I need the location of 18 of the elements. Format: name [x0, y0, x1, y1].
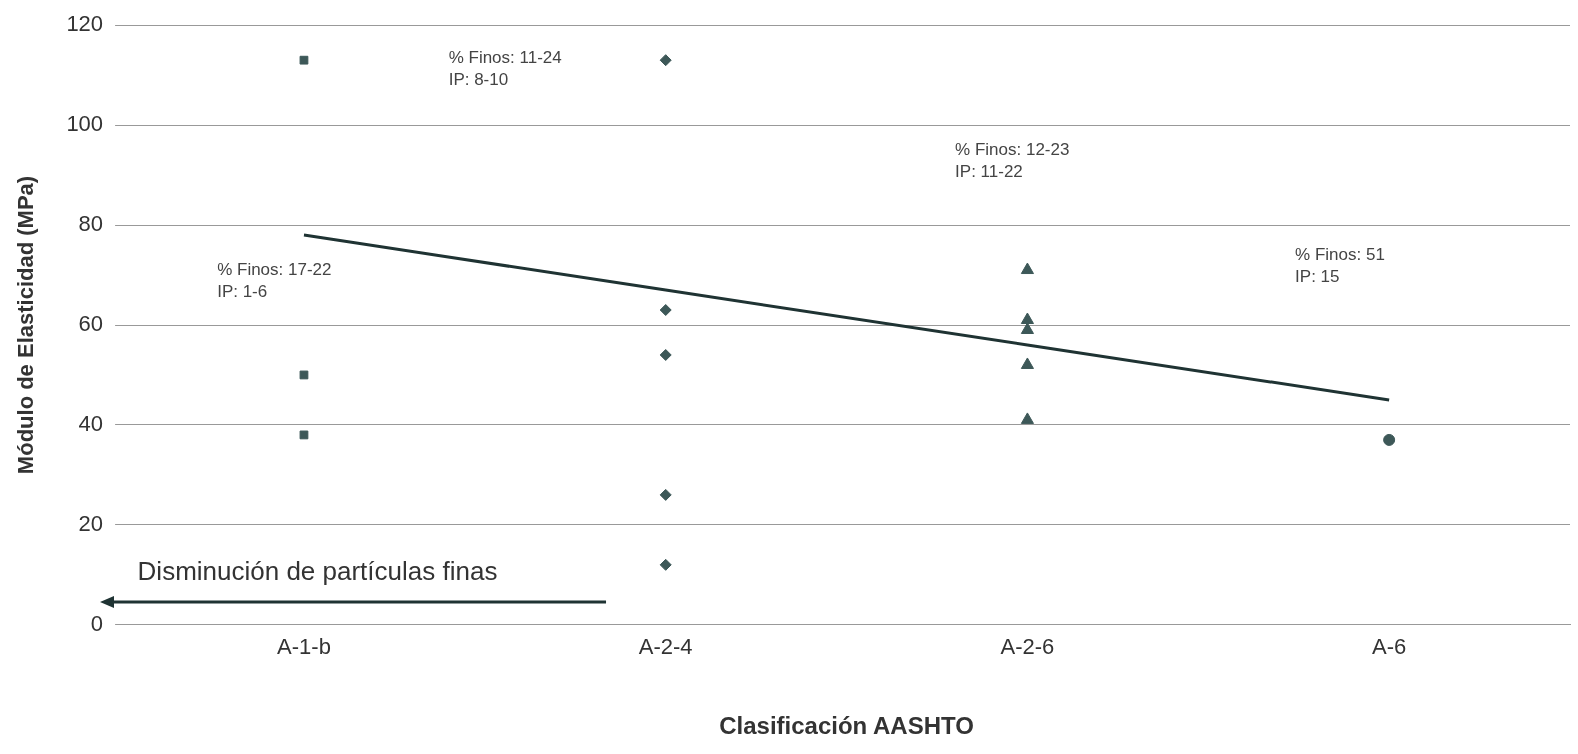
y-axis-title: Módulo de Elasticidad (MPa): [13, 175, 39, 475]
annotation: % Finos: 12-23 IP: 11-22: [955, 140, 1070, 182]
annotation: % Finos: 17-22 IP: 1-6: [217, 260, 332, 302]
x-tick-label: A-1-b: [277, 634, 331, 660]
x-axis-title: Clasificación AASHTO: [719, 712, 974, 740]
x-tick-label: A-6: [1372, 634, 1407, 660]
y-tick-label: 0: [90, 610, 104, 636]
annotation: % Finos: 51 IP: 15: [1295, 245, 1385, 287]
y-tick-label: 80: [78, 211, 104, 237]
x-tick-label: A-2-4: [638, 634, 693, 660]
annotation: % Finos: 11-24 IP: 8-10: [448, 48, 562, 90]
y-tick-label: 20: [78, 510, 104, 536]
y-tick-label: 60: [78, 311, 104, 337]
y-tick-label: 100: [66, 111, 104, 137]
x-tick-label: A-2-6: [1000, 634, 1055, 660]
y-tick-label: 120: [66, 11, 104, 37]
y-tick-label: 40: [78, 411, 104, 436]
annotation: Disminución de partículas finas: [137, 556, 498, 587]
